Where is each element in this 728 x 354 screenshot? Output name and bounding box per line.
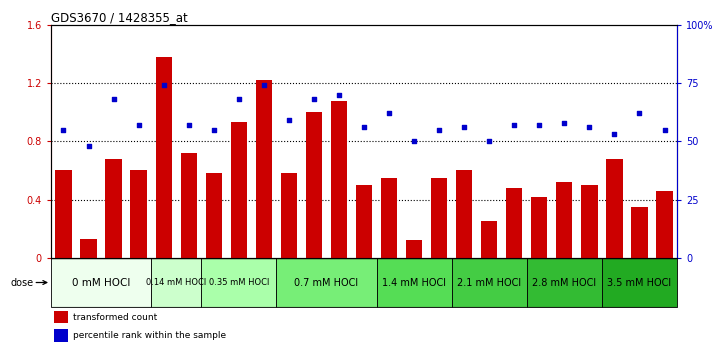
Point: [584, 125, 596, 130]
Bar: [231, 122, 247, 258]
Bar: [256, 80, 272, 258]
Text: 2.1 mM HOCl: 2.1 mM HOCl: [457, 278, 521, 287]
Bar: [201, 258, 277, 307]
Bar: [406, 240, 422, 258]
Bar: [281, 173, 297, 258]
Text: transformed count: transformed count: [73, 313, 157, 322]
Bar: [506, 188, 523, 258]
Point: [358, 125, 370, 130]
Bar: [80, 239, 97, 258]
Bar: [277, 258, 376, 307]
Bar: [151, 258, 201, 307]
Bar: [376, 258, 451, 307]
Bar: [631, 207, 648, 258]
Bar: [331, 101, 347, 258]
Point: [108, 97, 119, 102]
Point: [383, 110, 395, 116]
Point: [459, 125, 470, 130]
Bar: [531, 197, 547, 258]
Point: [58, 127, 69, 132]
Text: 0.35 mM HOCl: 0.35 mM HOCl: [209, 278, 269, 287]
Point: [659, 127, 670, 132]
Bar: [456, 171, 472, 258]
Point: [483, 138, 495, 144]
Point: [408, 138, 420, 144]
Text: dose: dose: [10, 278, 47, 287]
Bar: [606, 159, 622, 258]
Point: [609, 132, 620, 137]
Point: [183, 122, 194, 128]
Bar: [55, 171, 71, 258]
Text: GDS3670 / 1428355_at: GDS3670 / 1428355_at: [51, 11, 188, 24]
Bar: [181, 153, 197, 258]
Bar: [657, 191, 673, 258]
Text: 0.14 mM HOCl: 0.14 mM HOCl: [146, 278, 206, 287]
Text: 1.4 mM HOCl: 1.4 mM HOCl: [382, 278, 446, 287]
Text: 0 mM HOCl: 0 mM HOCl: [72, 278, 130, 287]
Point: [333, 92, 345, 98]
Point: [433, 127, 445, 132]
Bar: [527, 258, 602, 307]
Point: [158, 82, 170, 88]
Bar: [106, 159, 122, 258]
Point: [308, 97, 320, 102]
Text: 2.8 mM HOCl: 2.8 mM HOCl: [532, 278, 596, 287]
Bar: [205, 173, 222, 258]
Bar: [431, 178, 447, 258]
Bar: [54, 329, 68, 342]
Text: 0.7 mM HOCl: 0.7 mM HOCl: [294, 278, 358, 287]
Bar: [556, 182, 572, 258]
Bar: [381, 178, 397, 258]
Point: [558, 120, 570, 126]
Point: [534, 122, 545, 128]
Bar: [481, 222, 497, 258]
Bar: [581, 185, 598, 258]
Point: [508, 122, 520, 128]
Bar: [356, 185, 372, 258]
Bar: [451, 258, 527, 307]
Point: [132, 122, 144, 128]
Bar: [54, 311, 68, 324]
Point: [233, 97, 245, 102]
Text: 3.5 mM HOCl: 3.5 mM HOCl: [607, 278, 671, 287]
Point: [258, 82, 269, 88]
Bar: [130, 171, 147, 258]
Bar: [602, 258, 677, 307]
Bar: [306, 112, 322, 258]
Point: [83, 143, 95, 149]
Bar: [156, 57, 172, 258]
Point: [633, 110, 645, 116]
Bar: [51, 258, 151, 307]
Text: percentile rank within the sample: percentile rank within the sample: [73, 331, 226, 340]
Point: [283, 118, 295, 123]
Point: [208, 127, 220, 132]
